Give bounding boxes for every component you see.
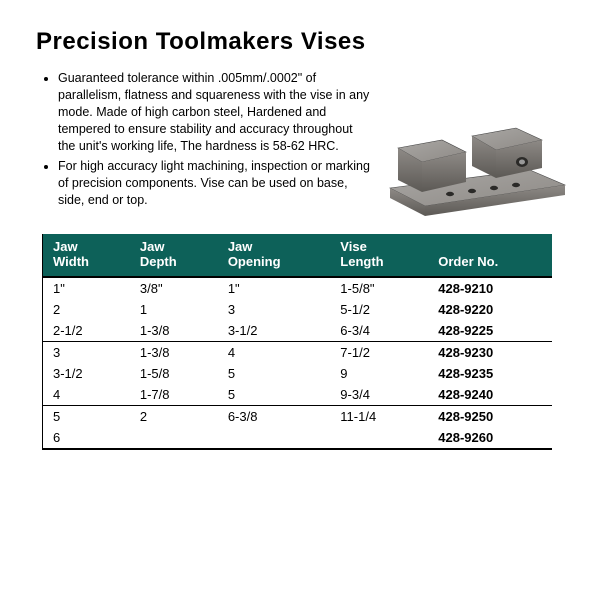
table-cell: 2 xyxy=(43,299,130,320)
table-row: 526-3/811-1/4428-9250 xyxy=(43,405,553,427)
table-cell: 11-1/4 xyxy=(330,405,428,427)
table-cell: 1-5/8" xyxy=(330,277,428,299)
table-cell xyxy=(218,427,330,449)
col-jaw-width: JawWidth xyxy=(43,234,130,277)
table-cell: 9 xyxy=(330,363,428,384)
table-cell: 6 xyxy=(43,427,130,449)
product-image xyxy=(380,110,570,220)
table-cell xyxy=(130,427,218,449)
col-order-no: Order No. xyxy=(428,234,552,277)
table-cell: 428-9225 xyxy=(428,320,552,342)
table-cell: 5-1/2 xyxy=(330,299,428,320)
bullet-item: For high accuracy light machining, inspe… xyxy=(58,158,372,209)
table-cell: 7-1/2 xyxy=(330,341,428,363)
table-cell: 5 xyxy=(43,405,130,427)
table-row: 2-1/21-3/83-1/26-3/4428-9225 xyxy=(43,320,553,342)
col-jaw-depth: JawDepth xyxy=(130,234,218,277)
table-cell: 2-1/2 xyxy=(43,320,130,342)
table-cell: 428-9230 xyxy=(428,341,552,363)
table-row: 2135-1/2428-9220 xyxy=(43,299,553,320)
table-cell: 428-9210 xyxy=(428,277,552,299)
table-cell: 1" xyxy=(43,277,130,299)
table-cell: 1-5/8 xyxy=(130,363,218,384)
table-cell xyxy=(330,427,428,449)
table-row: 3-1/21-5/859428-9235 xyxy=(43,363,553,384)
table-cell: 428-9220 xyxy=(428,299,552,320)
table-cell: 3/8" xyxy=(130,277,218,299)
bullet-item: Guaranteed tolerance within .005mm/.0002… xyxy=(58,70,372,154)
table-cell: 4 xyxy=(218,341,330,363)
table-cell: 5 xyxy=(218,363,330,384)
table-header: JawWidth JawDepth JawOpening ViseLength … xyxy=(43,234,553,277)
table-cell: 4 xyxy=(43,384,130,406)
table-row: 6 428-9260 xyxy=(43,427,553,449)
table-cell: 428-9235 xyxy=(428,363,552,384)
table-cell: 2 xyxy=(130,405,218,427)
content-row: Guaranteed tolerance within .005mm/.0002… xyxy=(36,70,564,220)
page-title: Precision Toolmakers Vises xyxy=(36,28,564,56)
vise-icon xyxy=(380,110,570,220)
table-cell: 6-3/4 xyxy=(330,320,428,342)
table-cell: 1-3/8 xyxy=(130,341,218,363)
table-cell: 3 xyxy=(218,299,330,320)
col-vise-length: ViseLength xyxy=(330,234,428,277)
table-cell: 6-3/8 xyxy=(218,405,330,427)
table-row: 41-7/859-3/4428-9240 xyxy=(43,384,553,406)
table-cell: 3-1/2 xyxy=(218,320,330,342)
table-cell: 1-7/8 xyxy=(130,384,218,406)
table-cell: 9-3/4 xyxy=(330,384,428,406)
col-jaw-opening: JawOpening xyxy=(218,234,330,277)
table-cell: 428-9250 xyxy=(428,405,552,427)
table-cell: 3 xyxy=(43,341,130,363)
table-cell: 1" xyxy=(218,277,330,299)
table-cell: 3-1/2 xyxy=(43,363,130,384)
table-cell: 428-9260 xyxy=(428,427,552,449)
bullet-list: Guaranteed tolerance within .005mm/.0002… xyxy=(36,70,372,213)
table-cell: 5 xyxy=(218,384,330,406)
table-cell: 1-3/8 xyxy=(130,320,218,342)
table-row: 1"3/8"1"1-5/8"428-9210 xyxy=(43,277,553,299)
table-cell: 428-9240 xyxy=(428,384,552,406)
table-body: 1"3/8"1"1-5/8"428-92102135-1/2428-92202-… xyxy=(43,277,553,449)
table-cell: 1 xyxy=(130,299,218,320)
table-row: 31-3/847-1/2428-9230 xyxy=(43,341,553,363)
spec-table: JawWidth JawDepth JawOpening ViseLength … xyxy=(42,234,552,450)
